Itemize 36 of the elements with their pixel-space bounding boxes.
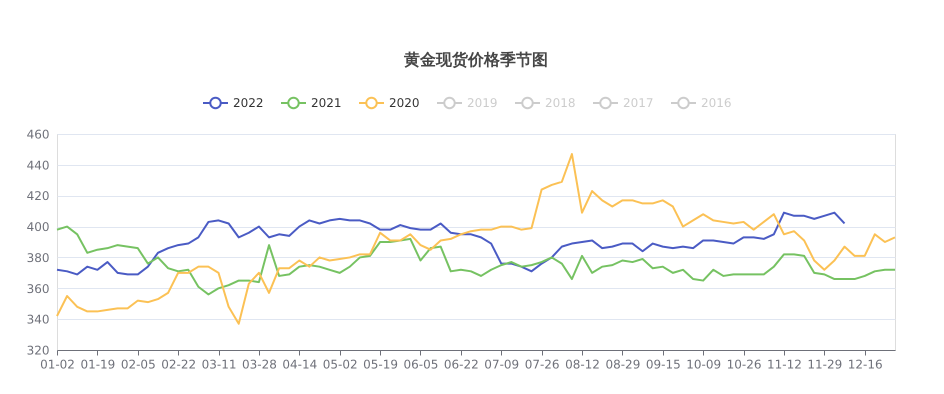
x-tick-label: 08-29 — [605, 358, 640, 372]
x-tick-label: 05-19 — [363, 358, 398, 372]
x-tick-label: 11-12 — [767, 358, 802, 372]
line-series — [56, 212, 846, 276]
x-tick-label: 12-16 — [848, 358, 883, 372]
x-tick-label: 04-14 — [282, 358, 318, 372]
x-tick-label: 07-09 — [484, 358, 520, 372]
y-tick-label: 440 — [26, 158, 50, 172]
y-tick-label: 320 — [26, 344, 50, 358]
y-tick-label: 460 — [26, 128, 50, 142]
y-tick-label: 340 — [26, 312, 50, 327]
x-tick-label: 02-22 — [161, 358, 196, 372]
x-tick-label: 02-05 — [120, 358, 156, 372]
x-tick-label: 06-22 — [444, 358, 479, 372]
x-tick-label: 08-12 — [565, 358, 600, 372]
line-series — [56, 153, 896, 325]
x-tick-label: 03-11 — [202, 358, 236, 372]
x-tick-label: 03-28 — [242, 358, 277, 372]
x-tick-label: 09-15 — [646, 358, 681, 372]
y-tick-label: 420 — [26, 189, 50, 204]
legend-label: 2021 — [311, 96, 342, 110]
x-tick-label: 01-19 — [80, 358, 116, 372]
x-tick-label: 06-05 — [404, 358, 438, 372]
y-tick-label: 360 — [26, 282, 50, 296]
x-tick-label: 01-02 — [40, 358, 75, 372]
y-tick-label: 380 — [26, 250, 50, 265]
x-tick-label: 10-26 — [726, 358, 762, 372]
y-tick-label: 400 — [26, 220, 50, 234]
legend-label: 2022 — [233, 96, 264, 110]
x-tick-label: 07-26 — [524, 358, 560, 372]
chart-title: 黄金现货价格季节图 — [403, 50, 548, 69]
x-tick-label: 05-02 — [322, 358, 358, 372]
x-tick-label: 11-29 — [807, 358, 842, 372]
line-series — [56, 226, 896, 296]
legend-label: 2020 — [389, 96, 420, 110]
x-tick-label: 10-09 — [686, 358, 722, 372]
